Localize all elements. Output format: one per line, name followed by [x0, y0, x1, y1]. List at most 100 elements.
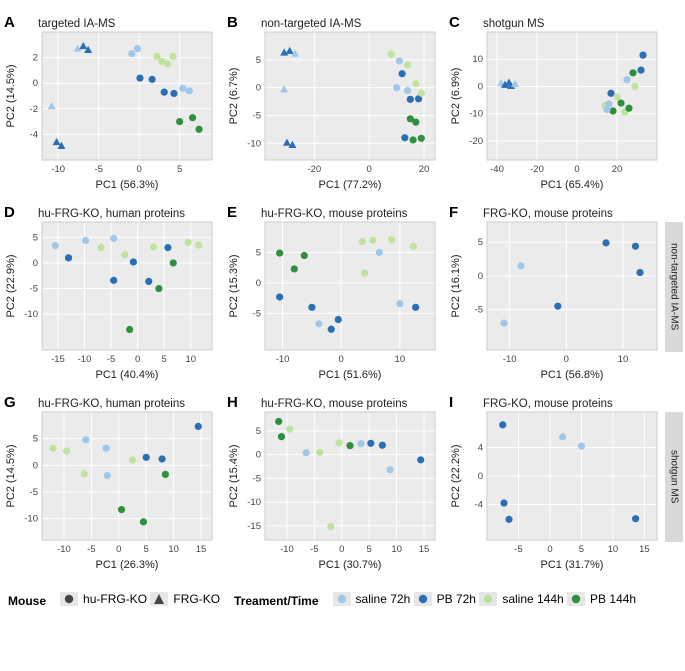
data-point — [623, 76, 630, 83]
data-point — [300, 252, 307, 259]
data-point — [126, 326, 133, 333]
legend-color-swatch — [333, 592, 351, 606]
data-point — [636, 269, 643, 276]
data-point — [140, 518, 147, 525]
data-point — [189, 114, 196, 121]
data-point — [179, 85, 186, 92]
legend: Mouse hu-FRG-KO FRG-KO Treament/Time sal… — [2, 592, 683, 609]
legend-item-label: PB 72h — [437, 592, 476, 606]
data-point — [104, 472, 111, 479]
xtick-label: 0 — [338, 354, 343, 365]
x-axis-label: PC1 (40.4%) — [96, 369, 159, 381]
data-point — [500, 319, 507, 326]
legend-treat-label: Treament/Time — [234, 594, 318, 608]
panel-letter: A — [4, 14, 15, 31]
data-point — [393, 84, 400, 91]
data-point — [406, 96, 413, 103]
panel-letter: E — [227, 204, 237, 221]
data-point — [417, 135, 424, 142]
data-point — [121, 251, 128, 258]
xtick-label: -40 — [490, 164, 504, 175]
xtick-label: -20 — [307, 164, 321, 175]
ytick-label: 0 — [33, 258, 38, 269]
ytick-label: -5 — [30, 487, 38, 498]
data-point — [327, 523, 334, 530]
y-axis-label: PC2 (6.9%) — [450, 68, 462, 125]
xtick-label: 0 — [116, 544, 121, 555]
xtick-label: 5 — [177, 164, 182, 175]
data-point — [554, 303, 561, 310]
data-point — [315, 320, 322, 327]
data-point — [164, 60, 171, 67]
data-point — [143, 454, 150, 461]
data-point — [110, 277, 117, 284]
xtick-label: -10 — [57, 544, 71, 555]
data-point — [629, 69, 636, 76]
ytick-label: -4 — [30, 129, 38, 140]
legend-color-swatch — [414, 592, 432, 606]
xtick-label: 10 — [168, 544, 179, 555]
panel-bg — [265, 222, 435, 350]
ytick-label: -5 — [30, 284, 38, 295]
data-point — [302, 449, 309, 456]
data-point — [195, 423, 202, 430]
xtick-label: 10 — [618, 354, 629, 365]
xtick-label: 10 — [391, 544, 402, 555]
panel-bg — [42, 32, 212, 160]
ytick-label: 5 — [33, 434, 38, 445]
y-axis-label: PC2 (15.3%) — [228, 255, 240, 318]
legend-treat-items: saline 72h PB 72h saline 144h PB 144h — [333, 592, 637, 609]
data-point — [170, 90, 177, 97]
panel-letter: H — [227, 394, 238, 411]
data-point — [378, 442, 385, 449]
data-point — [500, 499, 507, 506]
xtick-label: -5 — [94, 164, 102, 175]
y-axis-label: PC2 (6.7%) — [228, 68, 240, 125]
data-point — [286, 425, 293, 432]
data-point — [401, 134, 408, 141]
data-point — [136, 74, 143, 81]
x-axis-label: PC1 (30.7%) — [318, 559, 381, 571]
data-point — [367, 440, 374, 447]
panel-subtitle: shotgun MS — [483, 18, 545, 30]
ytick-label: -4 — [475, 499, 483, 510]
ytick-label: -10 — [247, 497, 261, 508]
ytick-label: 2 — [33, 53, 38, 64]
data-point — [335, 439, 342, 446]
data-point — [82, 436, 89, 443]
ytick-label: 5 — [255, 55, 260, 66]
data-point — [412, 80, 419, 87]
data-point — [290, 265, 297, 272]
panel-letter: B — [227, 14, 238, 31]
xtick-label: 10 — [394, 354, 405, 365]
pca-panel-B: Bnon-targeted IA-MS-20020-10-505PC1 (77.… — [225, 14, 441, 194]
data-point — [412, 119, 419, 126]
xtick-label: 20 — [418, 164, 429, 175]
x-axis-label: PC1 (51.6%) — [318, 369, 381, 381]
data-point — [395, 57, 402, 64]
panel-subtitle: FRG-KO, mouse proteins — [483, 398, 613, 410]
ytick-label: 0 — [33, 78, 38, 89]
panel-subtitle: hu-FRG-KO, human proteins — [38, 208, 185, 220]
ytick-label: -2 — [30, 104, 38, 115]
panel-subtitle: hu-FRG-KO, human proteins — [38, 398, 185, 410]
ytick-label: 0 — [255, 83, 260, 94]
data-point — [625, 105, 632, 112]
xtick-label: -15 — [51, 354, 65, 365]
data-point — [412, 304, 419, 311]
pca-panel-C: Cshotgun MS-40-20020-20-10010PC1 (65.4%)… — [447, 14, 663, 194]
data-point — [369, 237, 376, 244]
data-point — [417, 90, 424, 97]
legend-shape-swatch — [150, 592, 168, 606]
data-point — [632, 243, 639, 250]
data-point — [176, 118, 183, 125]
ytick-label: -5 — [252, 473, 260, 484]
xtick-label: -10 — [51, 164, 65, 175]
panel-bg — [487, 222, 657, 350]
pca-panel-H: Hhu-FRG-KO, mouse proteins-10-5051015-15… — [225, 394, 441, 574]
data-point — [403, 61, 410, 68]
y-axis-label: PC2 (22.2%) — [450, 445, 462, 508]
panel-letter: G — [4, 394, 16, 411]
ytick-label: -10 — [247, 138, 261, 149]
data-point — [148, 76, 155, 83]
